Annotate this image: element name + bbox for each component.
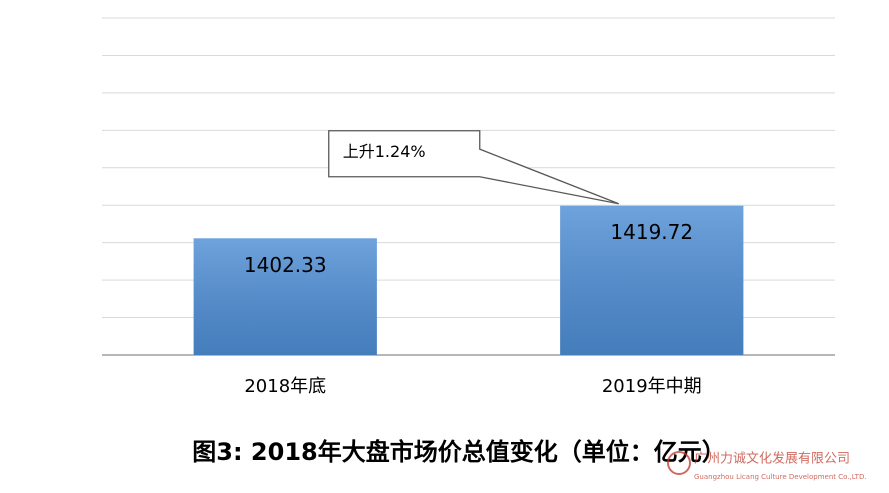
bar-value-label: 1419.72 [610,220,693,244]
x-tick-label: 2019年中期 [602,376,702,397]
watermark-logo [667,451,691,475]
annotation: 上升1.24% [343,142,426,161]
watermark-name-en: Guangzhou Licang Culture Development Co.… [694,473,867,481]
callout [328,130,619,205]
bar-value-label: 1402.33 [244,253,327,277]
bar-shade [193,238,377,355]
bar-shade [560,205,744,355]
watermark-name: 广州力诚文化发展有限公司 [694,451,850,467]
x-tick-label: 2018年底 [244,376,326,397]
watermark: 广州力诚文化发展有限公司 Guangzhou Licang Culture De… [667,451,867,481]
chart-title: 图3: 2018年大盘市场价总值变化（单位：亿元） [192,438,725,466]
